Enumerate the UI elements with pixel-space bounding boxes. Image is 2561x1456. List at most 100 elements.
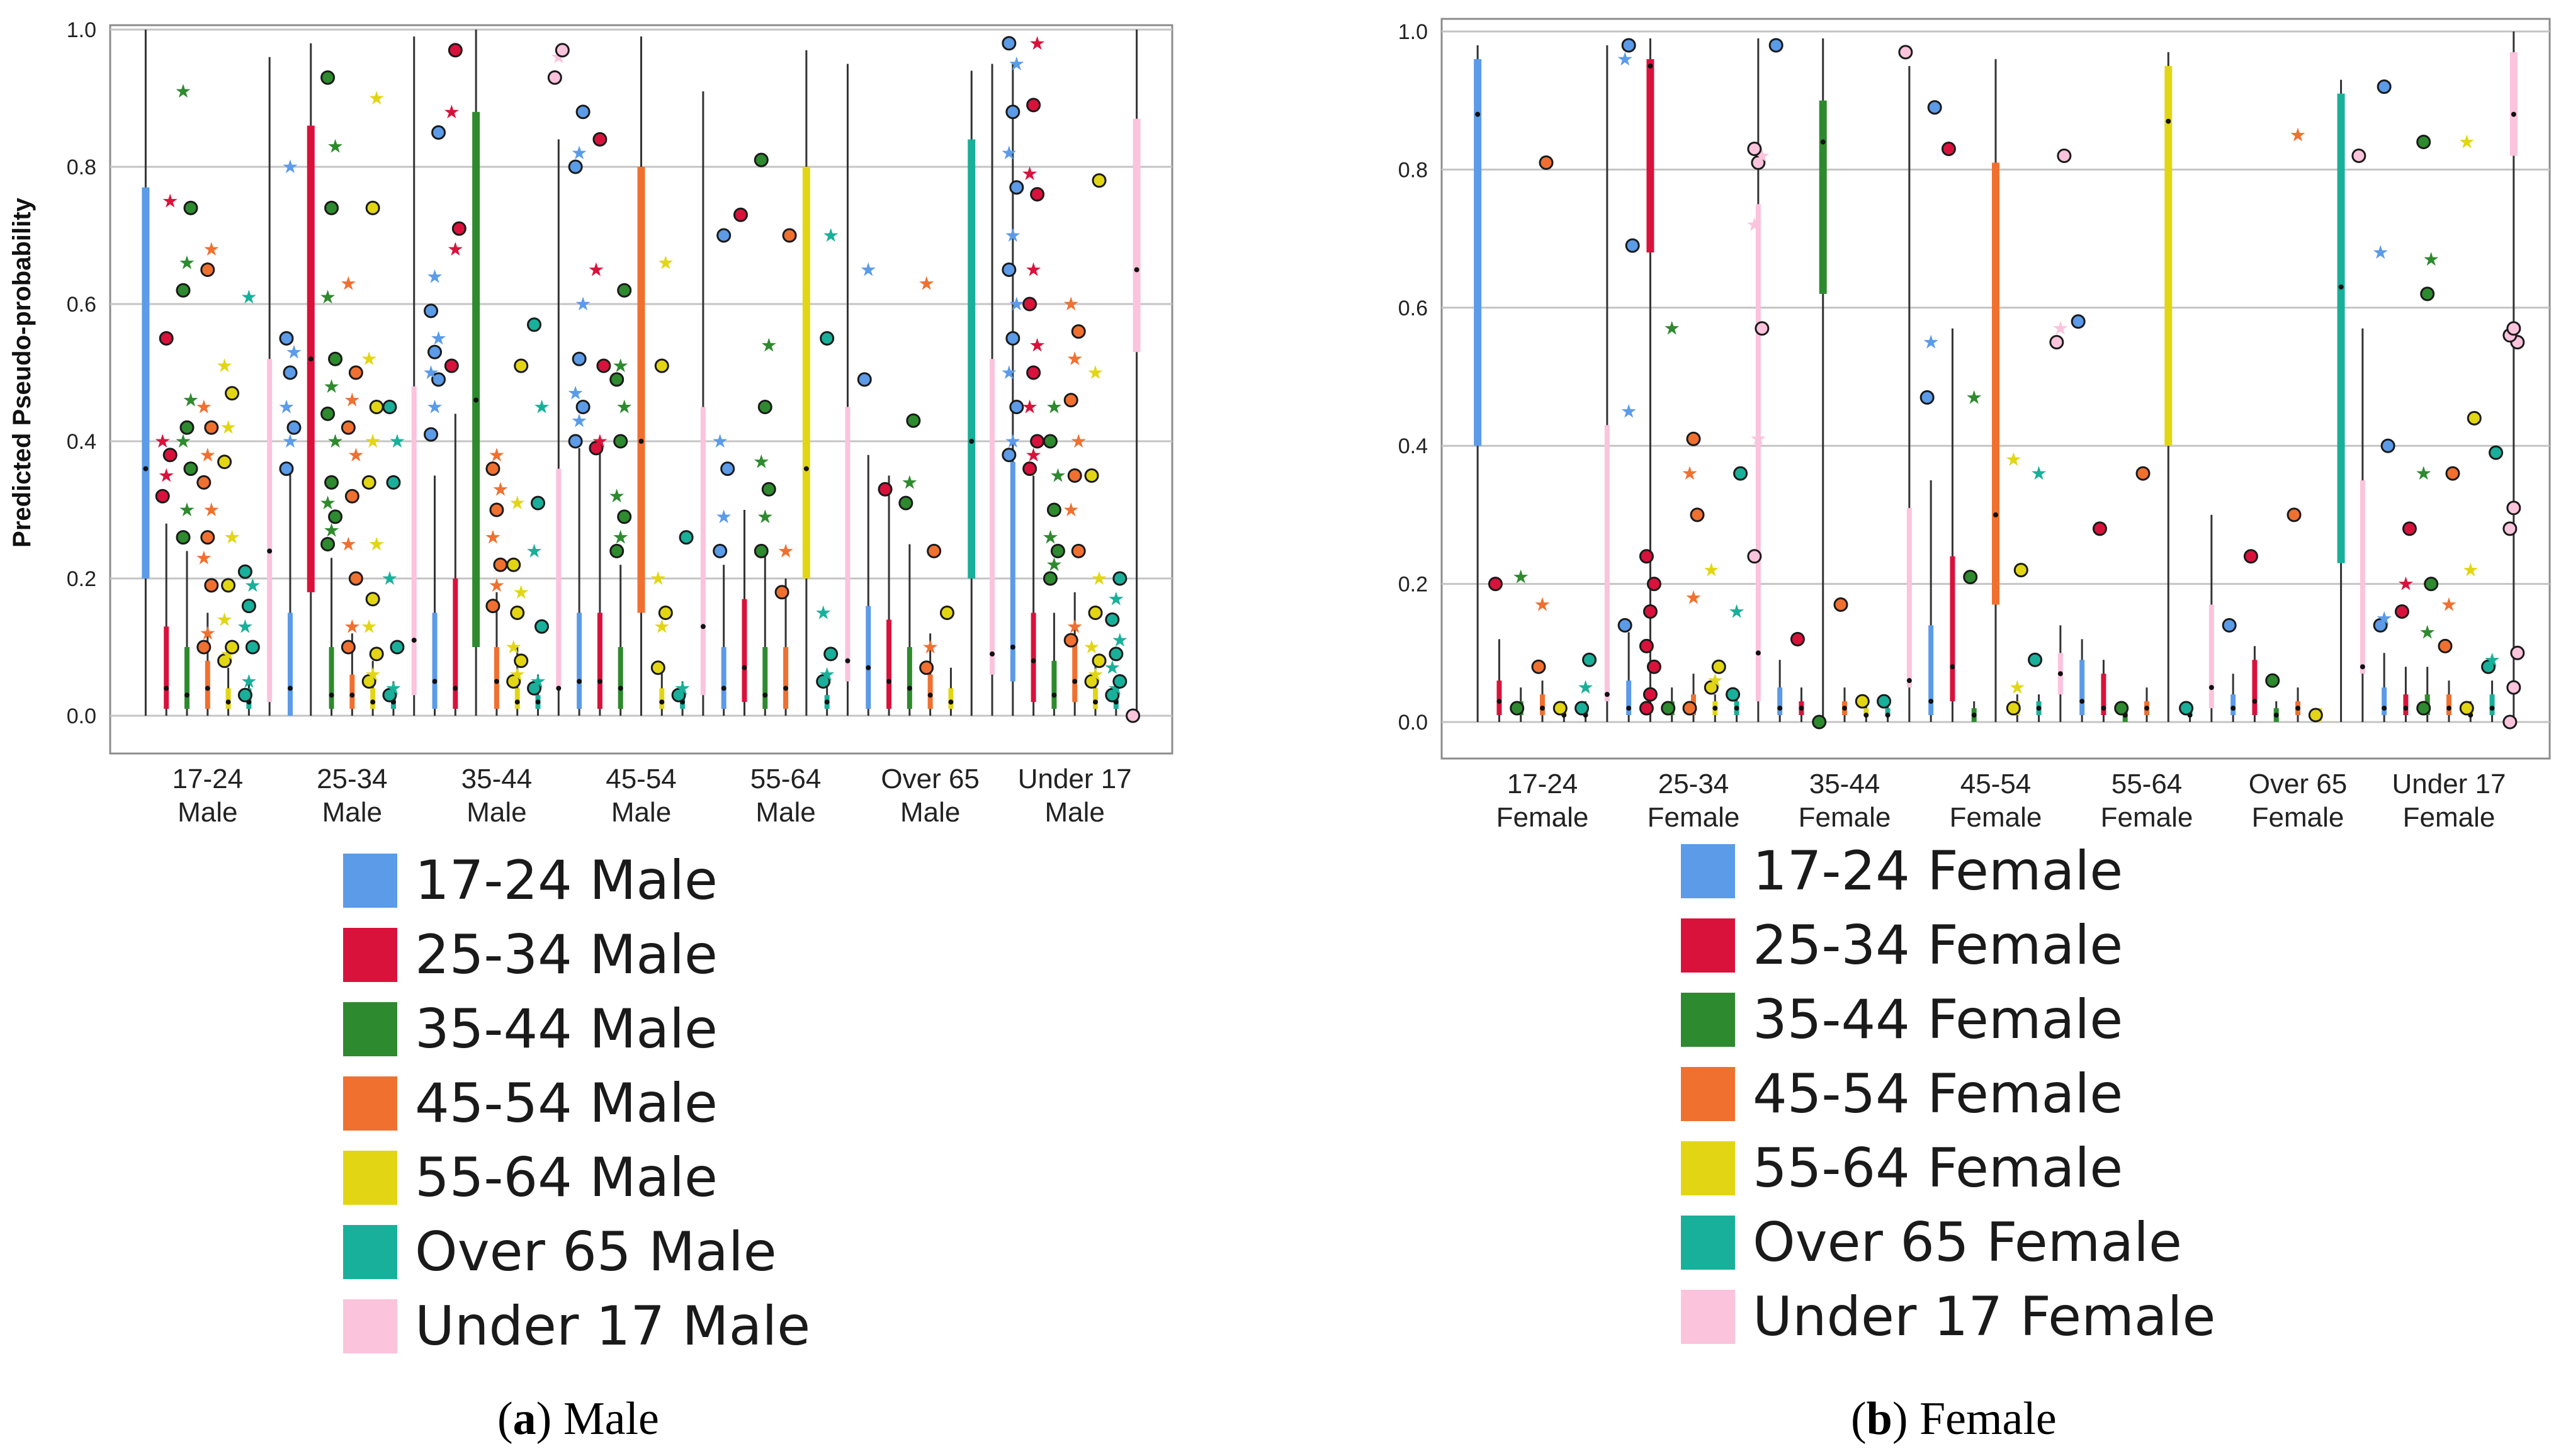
male-outlier-star: ★ [1083, 636, 1100, 658]
male-outlier-circle [613, 434, 628, 449]
male-outlier-star: ★ [340, 273, 357, 295]
male-outlier-star: ★ [199, 623, 216, 645]
male-outlier-star: ★ [240, 671, 257, 693]
female-outlier-circle [1531, 659, 1546, 674]
male-median-marker [659, 699, 665, 705]
female-outlier-star: ★ [2005, 449, 2022, 471]
female-outlier-star: ★ [1663, 318, 1680, 340]
male-outlier-star: ★ [526, 540, 543, 562]
male-y-tick-label: 0.2 [67, 567, 96, 591]
male-outlier-star: ★ [777, 540, 794, 562]
male-outlier-circle [1005, 104, 1020, 120]
female-outlier-circle [1690, 507, 1705, 522]
male-box-under-17-male [267, 359, 273, 703]
male-outlier-star: ★ [1111, 629, 1128, 652]
male-box-35-44-male [618, 647, 623, 709]
male-median-marker [535, 699, 541, 705]
male-outlier-star: ★ [348, 444, 365, 466]
male-outlier-star: ★ [319, 286, 336, 308]
male-outlier-circle [279, 461, 294, 477]
male-outlier-star: ★ [571, 142, 588, 164]
female-median-marker [2360, 664, 2365, 670]
male-outlier-star: ★ [591, 431, 608, 453]
male-median-marker [969, 439, 975, 444]
male-outlier-circle [341, 640, 356, 655]
female-median-marker [1971, 713, 1977, 718]
female-y-tick-label: 0.0 [1398, 711, 1428, 735]
male-median-marker [473, 397, 479, 403]
female-box-under-17-female [2360, 480, 2365, 674]
male-outlier-circle [816, 674, 831, 689]
male-outlier-circle [823, 646, 839, 662]
legend-label: 35-44 Female [1753, 988, 2123, 1051]
male-box-under-17-male [845, 407, 851, 682]
female-outlier-circle [1582, 652, 1597, 667]
male-median-marker [927, 692, 933, 698]
male-outlier-circle [237, 564, 252, 579]
legend-item-25-34-female: 25-34 Female [1681, 908, 2215, 983]
legend-swatch [1681, 1216, 1735, 1270]
female-outlier-circle [2502, 521, 2518, 536]
female-box-under-17-female [1604, 425, 1610, 702]
male-outlier-circle [217, 454, 232, 470]
male-outlier-star: ★ [158, 465, 175, 487]
female-median-marker [1993, 512, 1998, 517]
female-outlier-circle [2416, 135, 2431, 150]
male-outlier-circle [237, 687, 252, 703]
female-outlier-circle [1833, 597, 1848, 612]
male-outlier-star: ★ [195, 547, 212, 569]
male-outlier-circle [1088, 606, 1103, 620]
female-x-tick-label: 17-24 [1507, 769, 1578, 799]
female-median-marker [1863, 713, 1869, 718]
male-median-marker [1031, 658, 1036, 663]
male-outlier-star: ★ [361, 348, 378, 370]
female-median-marker [2208, 685, 2214, 691]
male-outlier-circle [183, 200, 198, 215]
female-outlier-circle [2135, 466, 2151, 481]
female-median-marker [2511, 111, 2516, 117]
male-outlier-star: ★ [1008, 293, 1025, 315]
legend-label: 17-24 Male [415, 849, 718, 912]
male-box-55-64-male [225, 688, 231, 709]
female-x-tick-label: Female [1648, 802, 1740, 833]
male-outlier-circle [365, 200, 380, 215]
female-panel-caption: (b) Female [1851, 1393, 2057, 1445]
male-box-17-24-male [577, 612, 582, 709]
male-outlier-circle [575, 104, 591, 120]
male-outlier-circle [1030, 187, 1045, 202]
male-y-tick-label: 0.0 [67, 704, 96, 728]
female-outlier-circle [1733, 466, 1748, 481]
male-median-marker [1093, 699, 1099, 705]
male-outlier-star: ★ [183, 390, 200, 412]
male-outlier-star: ★ [1000, 142, 1017, 164]
female-median-marker [2338, 284, 2344, 290]
legend-swatch [343, 1151, 397, 1205]
legend-swatch [1681, 918, 1735, 973]
legend-label: Under 17 Male [415, 1295, 811, 1358]
female-outlier-star: ★ [2376, 607, 2393, 629]
male-median-marker [453, 686, 458, 691]
male-box-under-17-male [411, 386, 417, 696]
male-box-17-24-male [866, 606, 871, 709]
female-median-marker [1799, 706, 1804, 711]
female-outlier-circle [2377, 79, 2392, 94]
male-outlier-star: ★ [340, 534, 357, 556]
male-box-55-64-male [948, 688, 954, 709]
male-box-35-44-male [472, 111, 480, 648]
female-x-tick-label: Under 17 [2392, 769, 2506, 799]
male-legend: 17-24 Male 25-34 Male 35-44 Male 45-54 Male… [343, 844, 810, 1363]
female-box-under-17-female [2509, 52, 2518, 156]
female-median-marker [1777, 706, 1783, 711]
female-outlier-circle [2222, 618, 2237, 633]
female-y-tick-label: 0.8 [1398, 158, 1428, 182]
legend-label: 55-64 Male [415, 1146, 718, 1209]
male-x-tick-label: 45-54 [606, 764, 677, 794]
male-outlier-star: ★ [1046, 397, 1063, 419]
female-outlier-circle [2028, 652, 2043, 667]
male-box-55-64-male [1093, 688, 1099, 709]
legend-label: 25-34 Female [1753, 914, 2123, 977]
male-outlier-star: ★ [344, 616, 361, 638]
legend-label: Under 17 Female [1753, 1285, 2216, 1348]
male-outlier-circle [1112, 674, 1128, 689]
male-outlier-star: ★ [608, 485, 625, 507]
